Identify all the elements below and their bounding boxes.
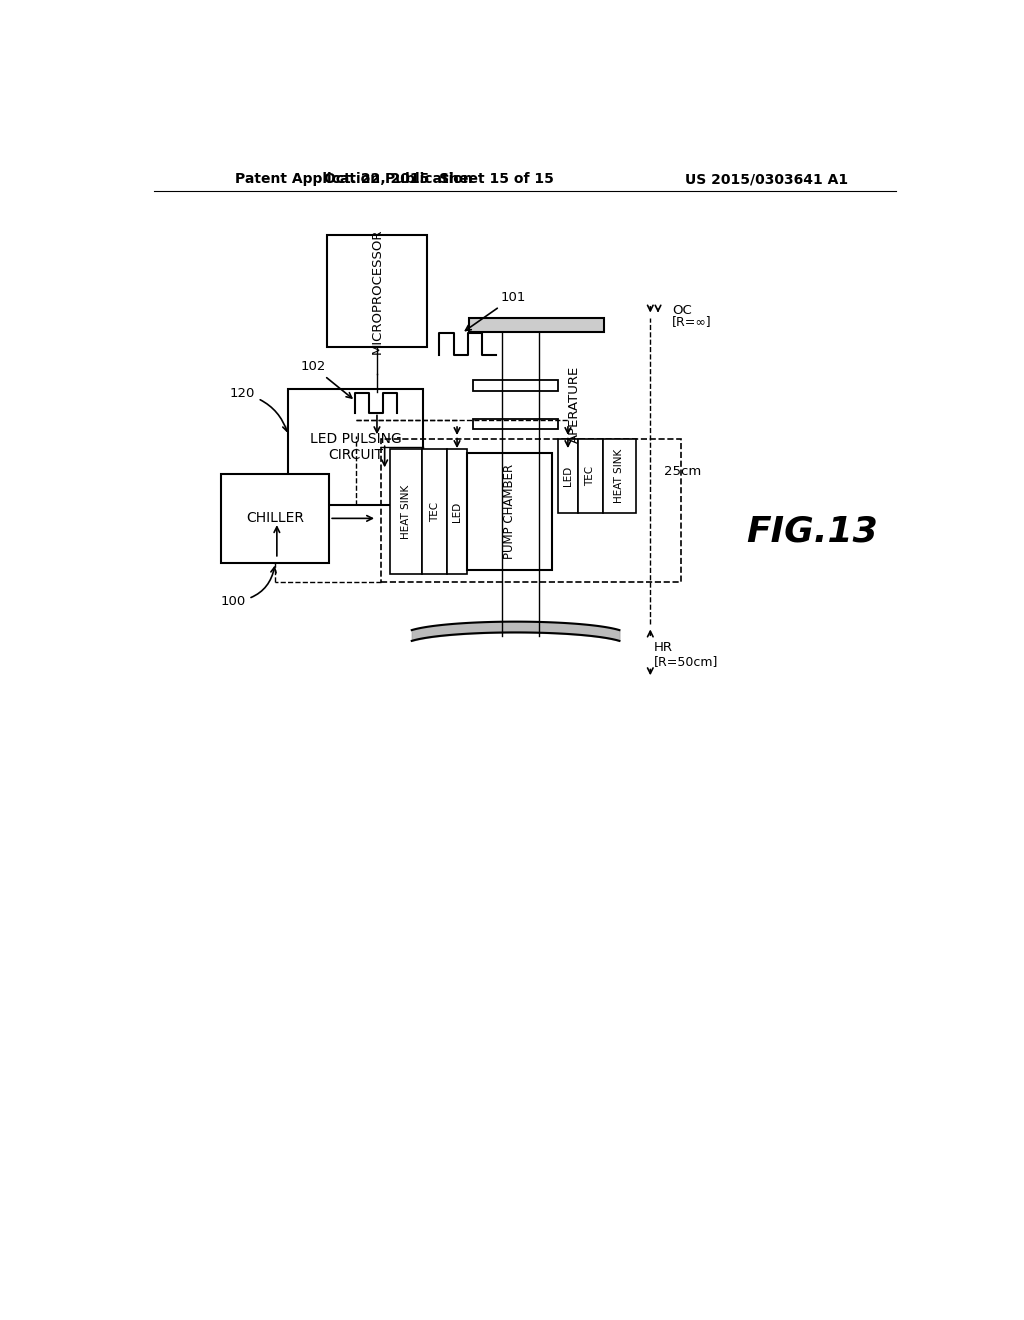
Text: Patent Application Publication: Patent Application Publication: [234, 172, 472, 186]
Bar: [390, 449, 422, 574]
Bar: [558, 440, 578, 512]
Bar: [289, 389, 423, 506]
Text: OC: OC: [672, 304, 691, 317]
Text: HR: HR: [654, 640, 673, 653]
Bar: [422, 449, 447, 574]
Bar: [602, 440, 636, 512]
Bar: [578, 440, 602, 512]
Text: FIG.13: FIG.13: [746, 515, 879, 549]
Text: [R=∞]: [R=∞]: [672, 315, 712, 329]
Text: TEC: TEC: [430, 502, 439, 521]
Text: 102: 102: [300, 360, 352, 399]
Text: LED: LED: [452, 502, 462, 521]
Text: [R=50cm]: [R=50cm]: [654, 655, 719, 668]
Text: 101: 101: [466, 290, 525, 330]
Text: MICROPROCESSOR: MICROPROCESSOR: [371, 228, 383, 354]
Text: APERATURE: APERATURE: [568, 366, 582, 444]
Text: US 2015/0303641 A1: US 2015/0303641 A1: [685, 172, 848, 186]
Bar: [327, 235, 427, 347]
Text: LED PULSING
CIRCUIT: LED PULSING CIRCUIT: [310, 432, 401, 462]
Text: PUMP CHAMBER: PUMP CHAMBER: [503, 465, 516, 560]
Text: 25cm: 25cm: [665, 465, 701, 478]
Bar: [473, 380, 558, 391]
Text: HEAT SINK: HEAT SINK: [401, 484, 412, 539]
Text: CHILLER: CHILLER: [247, 511, 304, 525]
Text: 120: 120: [229, 387, 288, 432]
Bar: [447, 449, 467, 574]
Bar: [467, 453, 552, 570]
Bar: [381, 440, 681, 582]
Bar: [221, 474, 330, 562]
Text: Oct. 22, 2015  Sheet 15 of 15: Oct. 22, 2015 Sheet 15 of 15: [324, 172, 554, 186]
Text: TEC: TEC: [586, 466, 595, 486]
Text: HEAT SINK: HEAT SINK: [614, 449, 624, 503]
Text: LED: LED: [563, 466, 572, 486]
Text: 100: 100: [220, 568, 276, 609]
Bar: [473, 418, 558, 429]
Bar: [469, 318, 604, 331]
